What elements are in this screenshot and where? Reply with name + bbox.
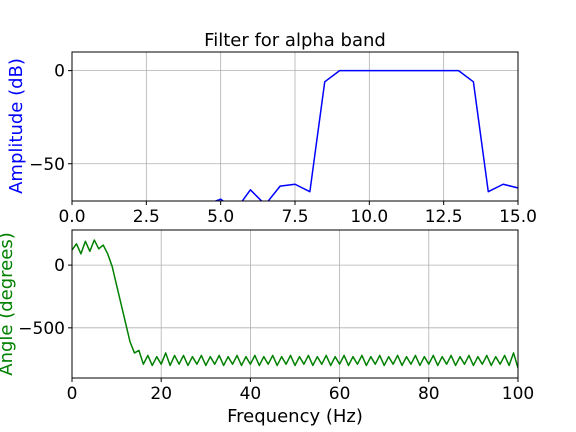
amplitude-x-tick-label: 15.0: [499, 207, 537, 227]
angle-x-tick-label: 100: [502, 384, 534, 404]
amplitude-plot-area: [213, 69, 518, 201]
angle-series-line: [72, 239, 518, 369]
angle-x-tick-label: 60: [329, 384, 351, 404]
angle-y-ticks: 0 −500: [18, 256, 72, 339]
amplitude-x-tick-label: 5.0: [207, 207, 234, 227]
amplitude-x-ticks: 0.0 2.5 5.0 7.5 10.0 12.5 15.0: [58, 201, 537, 227]
angle-x-axis-label: Frequency (Hz): [227, 406, 363, 427]
amplitude-y-tick-label: −50: [29, 155, 65, 175]
amplitude-x-tick-label: 10.0: [350, 207, 388, 227]
angle-plot-area: [72, 239, 518, 369]
angle-y-tick-label: −500: [18, 319, 65, 339]
angle-axes-frame: [71, 229, 519, 379]
amplitude-x-tick-label: 0.0: [58, 207, 85, 227]
amplitude-chart-title: Filter for alpha band: [204, 30, 386, 51]
angle-panel: 0 20 40 60 80 100 0 −500 Angle (degrees) Frequ…: [0, 229, 534, 427]
amplitude-y-tick-label: 0: [54, 62, 65, 82]
amplitude-y-axis-label: Amplitude (dB): [6, 58, 27, 194]
angle-x-tick-label: 80: [418, 384, 440, 404]
amplitude-y-ticks: 0 −50: [29, 62, 72, 175]
angle-x-tick-label: 40: [240, 384, 262, 404]
angle-x-tick-label: 0: [67, 384, 78, 404]
amplitude-series-line: [213, 69, 518, 201]
amplitude-x-tick-label: 7.5: [281, 207, 308, 227]
angle-x-ticks: 0 20 40 60 80 100: [67, 378, 534, 404]
angle-y-axis-label: Angle (degrees): [0, 232, 17, 375]
amplitude-x-tick-label: 12.5: [425, 207, 463, 227]
angle-x-tick-label: 20: [150, 384, 172, 404]
angle-y-tick-label: 0: [54, 256, 65, 276]
amplitude-panel: Filter for alpha band 0.0 2.5 5.0 7.5 10.0 12…: [6, 30, 537, 227]
amplitude-x-tick-label: 2.5: [133, 207, 160, 227]
